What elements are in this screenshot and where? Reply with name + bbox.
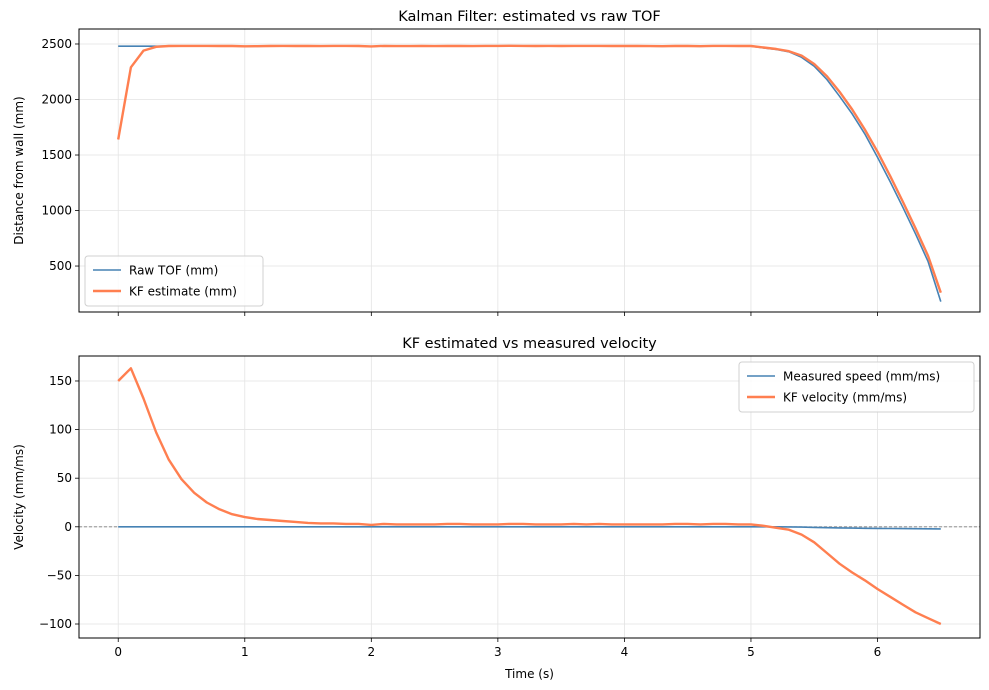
y-tick-label: 500: [49, 259, 72, 273]
chart-title: Kalman Filter: estimated vs raw TOF: [398, 9, 660, 25]
y-tick-label: 2000: [41, 93, 72, 107]
legend-label: Measured speed (mm/ms): [783, 370, 940, 384]
y-tick-label: 2500: [41, 37, 72, 51]
axes-frame: [78, 355, 981, 639]
legend-label: Raw TOF (mm): [129, 264, 218, 278]
series-line-2: [117, 44, 942, 294]
x-tick-label: 4: [621, 645, 629, 659]
axes-frame: [78, 28, 981, 313]
y-tick-label: 1500: [41, 148, 72, 162]
legend-label: KF estimate (mm): [129, 285, 237, 299]
chart-title: KF estimated vs measured velocity: [402, 336, 657, 352]
x-tick-label: 3: [494, 645, 502, 659]
series-line-1: [118, 526, 941, 530]
x-tick-label: 5: [747, 645, 755, 659]
y-tick-label: −100: [39, 617, 72, 631]
x-tick-label: 2: [367, 645, 375, 659]
y-tick-label: 0: [64, 520, 72, 534]
y-tick-label: 150: [49, 374, 72, 388]
legend-box: [738, 361, 975, 413]
x-tick-label: 1: [241, 645, 249, 659]
y-tick-label: 100: [49, 423, 72, 437]
y-tick-label: 50: [57, 471, 72, 485]
x-tick-label: 6: [874, 645, 882, 659]
y-axis-label: Velocity (mm/ms): [12, 444, 26, 550]
y-tick-label: −50: [47, 568, 72, 582]
axes-1: 500 1000 1500 2000 2500 Kalman Filter: estima…: [12, 9, 981, 316]
legend-label: KF velocity (mm/ms): [783, 391, 907, 405]
x-tick-label: 0: [114, 645, 122, 659]
legend: Raw TOF (mm) KF estimate (mm): [84, 255, 264, 307]
axes-2: 0 1 2 3 4 5 6 −100 −50 0 50 100 150 KF estimated vs m…: [12, 336, 981, 681]
y-axis-label: Distance from wall (mm): [12, 96, 26, 244]
y-tick-label: 1000: [41, 204, 72, 218]
legend: Measured speed (mm/ms) KF velocity (mm/ms…: [738, 361, 975, 413]
legend-box: [84, 255, 264, 307]
series-line-2: [117, 367, 942, 626]
x-axis-label: Time (s): [504, 667, 554, 681]
